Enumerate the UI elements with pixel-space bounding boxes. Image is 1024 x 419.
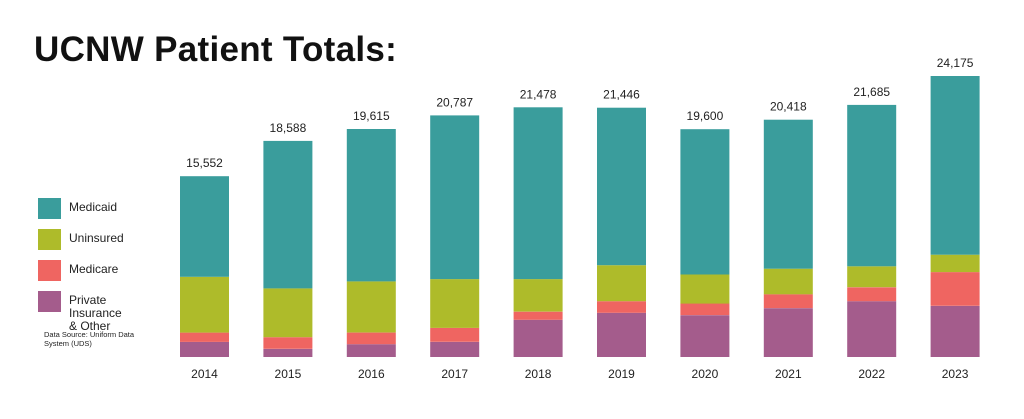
bar-segment-medicaid-2014: [180, 176, 229, 277]
bar-segment-medicaid-2021: [763, 119, 813, 269]
legend-swatch-medicare: [38, 260, 61, 281]
legend-item-medicare: Medicare: [38, 260, 168, 281]
bar-segment-medicare-2015: [263, 337, 313, 349]
x-tick-label-2020: 2020: [692, 367, 719, 381]
data-source-note: Data Source: Uniform Data System (UDS): [44, 330, 135, 348]
x-tick-label-2016: 2016: [358, 367, 385, 381]
bar-segment-private-insurance-other-2019: [597, 312, 646, 357]
x-tick-label-2014: 2014: [191, 367, 218, 381]
x-tick-label-2023: 2023: [942, 367, 969, 381]
x-tick-label-2021: 2021: [775, 367, 802, 381]
chart-title: UCNW Patient Totals:: [34, 30, 398, 69]
legend-label-medicare: Medicare: [69, 262, 119, 276]
bar-segment-uninsured-2022: [847, 266, 897, 288]
x-tick-label-2022: 2022: [858, 367, 885, 381]
total-label-2017: 20,787: [436, 95, 473, 109]
bar-segment-medicaid-2017: [430, 115, 480, 280]
bar-segment-medicare-2017: [430, 327, 480, 342]
bar-segment-private-insurance-other-2018: [513, 319, 563, 357]
total-label-2019: 21,446: [603, 88, 640, 102]
legend-item-medicaid: Medicaid: [38, 198, 168, 219]
bar-segment-uninsured-2016: [346, 281, 396, 333]
legend: Medicaid Uninsured Medicare Private Insu…: [38, 198, 168, 343]
bar-segment-private-insurance-other-2022: [847, 301, 897, 357]
bar-segment-uninsured-2017: [430, 279, 480, 328]
bar-segment-medicare-2022: [847, 287, 897, 302]
bar-segment-medicare-2018: [513, 311, 563, 320]
x-tick-label-2015: 2015: [275, 367, 302, 381]
legend-label-uninsured: Uninsured: [69, 231, 124, 245]
bar-segment-private-insurance-other-2014: [180, 341, 229, 357]
bar-segment-uninsured-2018: [513, 279, 563, 312]
total-label-2020: 19,600: [687, 109, 724, 123]
bar-segment-medicare-2021: [763, 294, 813, 309]
legend-swatch-uninsured: [38, 229, 61, 250]
bar-segment-uninsured-2019: [597, 265, 646, 302]
bar-segment-private-insurance-other-2016: [346, 344, 396, 357]
bar-segment-medicaid-2015: [263, 140, 313, 289]
bar-segment-medicare-2014: [180, 332, 229, 342]
bar-segment-medicaid-2019: [597, 107, 646, 266]
bar-segment-private-insurance-other-2021: [763, 308, 813, 357]
bar-segment-uninsured-2021: [763, 268, 813, 295]
bar-segment-medicaid-2023: [930, 76, 980, 255]
bar-segment-uninsured-2015: [263, 288, 313, 338]
bar-segment-private-insurance-other-2017: [430, 341, 480, 357]
bar-segment-medicaid-2022: [847, 104, 897, 267]
bar-segment-private-insurance-other-2020: [680, 315, 730, 357]
total-label-2014: 15,552: [186, 156, 223, 170]
bar-segment-medicare-2016: [346, 332, 396, 345]
total-label-2018: 21,478: [520, 87, 557, 101]
bar-segment-medicare-2023: [930, 272, 980, 306]
bar-segment-private-insurance-other-2015: [263, 348, 313, 357]
x-tick-label-2019: 2019: [608, 367, 635, 381]
bar-segment-medicaid-2016: [346, 129, 396, 282]
total-label-2016: 19,615: [353, 109, 390, 123]
total-label-2023: 24,175: [937, 56, 974, 70]
legend-item-uninsured: Uninsured: [38, 229, 168, 250]
bar-segment-medicare-2019: [597, 301, 646, 313]
total-label-2015: 18,588: [270, 121, 307, 135]
legend-swatch-medicaid: [38, 198, 61, 219]
bar-segment-uninsured-2014: [180, 276, 229, 333]
bar-segment-medicaid-2020: [680, 129, 730, 275]
legend-item-private-insurance: Private Insurance & Other: [38, 291, 168, 333]
bar-segment-medicaid-2018: [513, 107, 563, 280]
legend-swatch-private-insurance: [38, 291, 61, 312]
bar-segment-uninsured-2023: [930, 254, 980, 273]
legend-label-private-insurance: Private Insurance & Other: [69, 293, 122, 333]
x-tick-label-2018: 2018: [525, 367, 552, 381]
bar-segment-medicare-2020: [680, 303, 730, 316]
total-label-2021: 20,418: [770, 100, 807, 114]
bar-segment-private-insurance-other-2023: [930, 305, 980, 357]
legend-label-medicaid: Medicaid: [69, 200, 118, 214]
x-tick-label-2017: 2017: [441, 367, 468, 381]
bar-segment-uninsured-2020: [680, 274, 730, 304]
total-label-2022: 21,685: [853, 85, 890, 99]
